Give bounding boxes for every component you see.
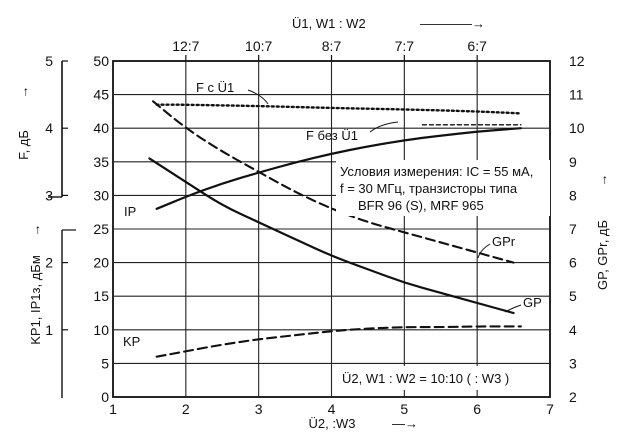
y-right-tick-label: 8 (569, 187, 577, 203)
y-right-tick-label: 3 (569, 355, 577, 371)
y-right-tick-label: 10 (569, 120, 585, 136)
y-f-tick-label: 5 (45, 53, 53, 69)
y-right-tick-label: 6 (569, 255, 577, 271)
y-inner-tick-label: 20 (93, 255, 109, 271)
y-inner-ticks: 0 5 10 15 20 25 30 35 40 45 50 (93, 53, 109, 405)
y-f-tick-label: 3 (45, 187, 53, 203)
top-axis-arrow: ————→ (420, 16, 485, 31)
y-inner-tick-label: 40 (93, 120, 109, 136)
y-inner-tick-label: 15 (93, 288, 109, 304)
y-right-arrow: → (595, 174, 610, 187)
y-f-tick-label: 4 (45, 120, 53, 136)
x-axis-arrow: —→ (392, 416, 418, 431)
y-inner-tick-label: 25 (93, 221, 109, 237)
y-inner-tick-label: 10 (93, 322, 109, 338)
label-gpr: GPr (492, 234, 516, 249)
y-inner-tick-label: 0 (101, 389, 109, 405)
y-inner-tick-label: 5 (101, 355, 109, 371)
x-tick-label: 7 (546, 401, 554, 417)
top-axis-title: Ü1, W1 : W2 (292, 16, 366, 31)
y-right-tick-label: 11 (569, 87, 584, 103)
x-tick-label: 6 (473, 401, 481, 417)
x-tick-label: 5 (400, 401, 408, 417)
y-kp-arrow: → (28, 224, 43, 237)
y-f-tick-label: 1 (45, 322, 53, 338)
y-right-tick-label: 9 (569, 154, 577, 170)
conditions-line-1: Условия измерения: IC = 55 мА, (340, 164, 533, 179)
label-gp: GP (523, 295, 542, 310)
series-line-5 (155, 325, 522, 358)
label-kp: KP (123, 334, 140, 349)
y-f-tick-label: 2 (45, 255, 53, 271)
top-tick-label: 8:7 (322, 38, 342, 54)
series-line-4 (148, 157, 515, 315)
x-axis-title: Ü2, :W3 (309, 416, 356, 431)
y-f-title: F, дБ (16, 130, 31, 160)
x-ticks: 1 2 3 4 5 6 7 (109, 401, 554, 417)
leader-f-without (369, 121, 399, 133)
conditions-bg (336, 160, 550, 216)
x-tick-label: 1 (109, 401, 117, 417)
conditions-line-3: BFR 96 (S), MRF 965 (358, 198, 484, 213)
series-line-2 (155, 127, 522, 210)
y-f-ticks: 1 2 3 4 5 (45, 53, 68, 338)
leader-f-with (247, 89, 269, 105)
y-inner-tick-label: 45 (93, 87, 109, 103)
label-ip: IP (124, 204, 136, 219)
y-right-tick-label: 5 (569, 288, 577, 304)
x-tick-label: 3 (255, 401, 263, 417)
series-line-3 (152, 100, 515, 264)
y-right-title: GP, GPr, дБ (595, 220, 610, 290)
y-inner-tick-label: 50 (93, 53, 109, 69)
leader-gp (504, 304, 522, 313)
y-right-ticks: 2 3 4 5 6 7 8 9 10 11 12 (569, 53, 585, 405)
top-tick-label: 6:7 (467, 38, 487, 54)
y-right-tick-label: 2 (569, 389, 577, 405)
y-kp-title: KP1, IP1з, дБм (28, 255, 43, 345)
label-f-without: F без Ü1 (306, 128, 358, 143)
y-f-arrow: → (16, 86, 31, 99)
conditions-line-2: f = 30 МГц, транзисторы типа (340, 181, 518, 196)
y-right-tick-label: 4 (569, 322, 577, 338)
y-inner-tick-label: 30 (93, 187, 109, 203)
top-tick-label: 12:7 (172, 38, 199, 54)
top-tick-label: 10:7 (245, 38, 272, 54)
y-right-tick-label: 12 (569, 53, 585, 69)
x-tick-label: 2 (182, 401, 190, 417)
leader-gpr (477, 243, 491, 259)
bottom-note-bg (338, 366, 538, 390)
label-f-with: F c Ü1 (196, 80, 234, 95)
x-tick-label: 4 (328, 401, 336, 417)
top-ticks: 12:7 10:7 8:7 7:7 6:7 (172, 38, 487, 61)
bottom-note: Ü2, W1 : W2 = 10:10 ( : W3 ) (342, 371, 509, 386)
y-right-tick-label: 7 (569, 221, 577, 237)
top-tick-label: 7:7 (395, 38, 415, 54)
series-group (148, 100, 523, 358)
y-inner-tick-label: 35 (93, 154, 109, 170)
series-line-0 (155, 103, 523, 115)
